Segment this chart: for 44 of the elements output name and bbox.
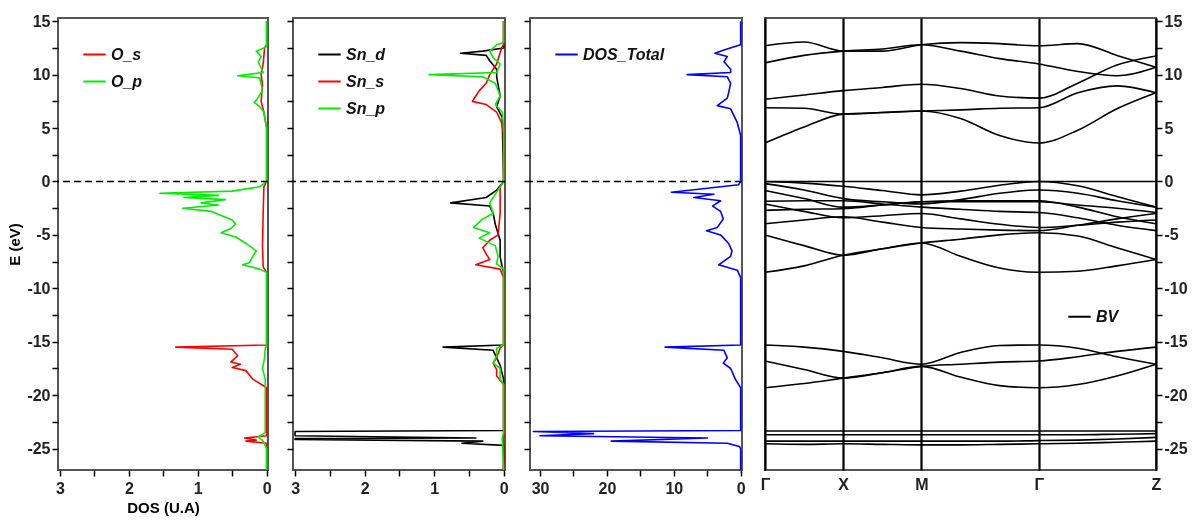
x-tick-label: 3: [291, 479, 301, 497]
y-tick-label: -5: [36, 226, 51, 244]
x-tick-label: 1: [430, 479, 440, 497]
legend-label: O_s: [111, 45, 142, 63]
x-tick-label: 2: [360, 479, 370, 497]
y2-tick-label: -20: [1164, 386, 1188, 404]
x-tick-label: 20: [598, 479, 617, 497]
x-tick-label: Γ: [760, 475, 771, 493]
y2-tick-label: -10: [1164, 279, 1188, 297]
y-tick-label: -25: [27, 440, 51, 458]
y-tick-label: 5: [41, 119, 51, 137]
y-axis-title: E (eV): [6, 223, 24, 266]
x-tick-label: 0: [499, 479, 509, 497]
legend-label: O_p: [111, 72, 143, 90]
x-tick-label: 1: [193, 479, 203, 497]
y2-tick-label: 15: [1164, 12, 1183, 30]
legend-label: Sn_p: [346, 99, 386, 117]
x-tick-label: 30: [531, 479, 550, 497]
y-tick-label: -15: [27, 333, 51, 351]
legend-label: DOS_Total: [583, 45, 665, 63]
y2-tick-label: 5: [1164, 119, 1174, 137]
y2-tick-label: 10: [1164, 66, 1183, 84]
x-tick-label: Z: [1151, 475, 1162, 493]
y-tick-label: 10: [32, 66, 51, 84]
legend-label: Sn_s: [346, 72, 385, 90]
y2-tick-label: -25: [1164, 440, 1188, 458]
x-tick-label: 2: [124, 479, 134, 497]
y-tick-label: -10: [27, 279, 51, 297]
x-tick-label: 0: [736, 479, 746, 497]
y-tick-label: -20: [27, 386, 51, 404]
x-tick-label: X: [838, 475, 850, 493]
y2-tick-label: 0: [1164, 172, 1174, 190]
legend-label: Sn_d: [346, 45, 387, 63]
y2-tick-label: -15: [1164, 333, 1188, 351]
x-tick-label: 10: [665, 479, 684, 497]
x-axis-title: DOS (U.A): [127, 498, 200, 516]
y2-tick-label: -5: [1164, 226, 1179, 244]
x-tick-label: M: [915, 475, 929, 493]
x-tick-label: 3: [56, 479, 66, 497]
x-tick-label: Γ: [1034, 475, 1045, 493]
x-tick-label: 0: [262, 479, 272, 497]
y-tick-label: 0: [41, 172, 51, 190]
legend-label: BV: [1096, 307, 1120, 325]
y-tick-label: 15: [32, 12, 51, 30]
